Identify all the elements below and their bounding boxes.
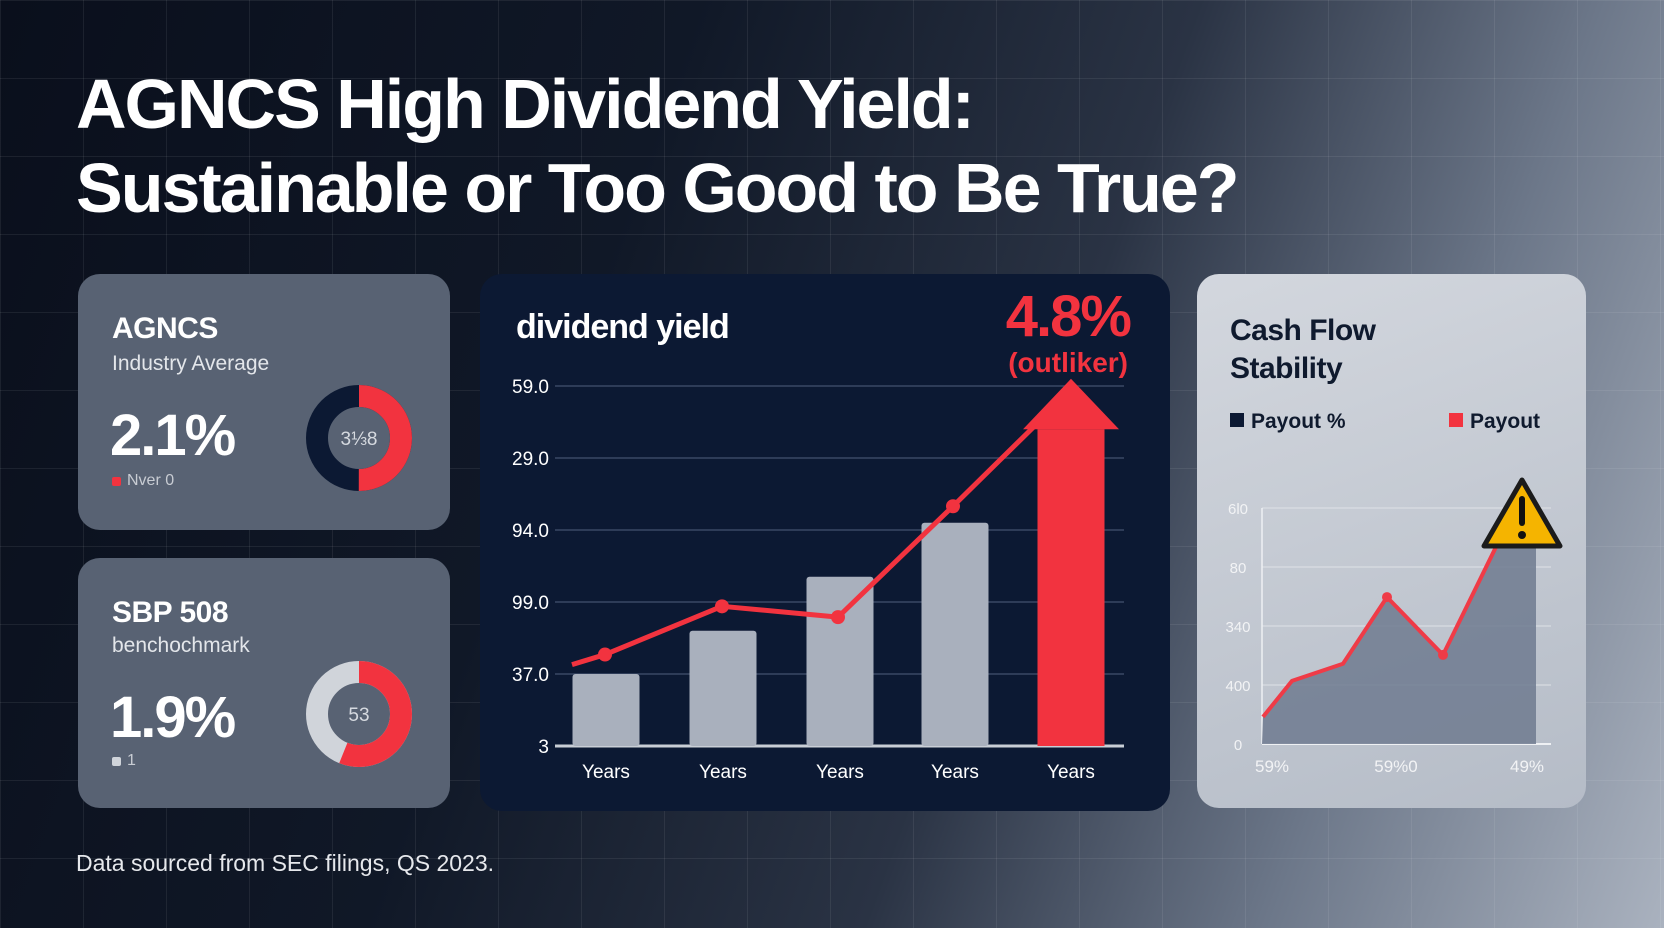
x-tick-label: Years [1047, 762, 1095, 783]
card-name: AGNCS [112, 312, 218, 345]
card-subtitle: Industry Average [112, 352, 270, 375]
y-tick-label: 80 [1230, 560, 1247, 577]
trend-point [946, 499, 960, 514]
y-tick-label: 0 [1234, 737, 1242, 754]
card-legend: 1 [112, 752, 136, 770]
donut-label: 3⅓8 [341, 429, 378, 450]
y-tick-label: 6l0 [1228, 501, 1248, 518]
area-fill [1262, 546, 1536, 744]
y-tick-label: 37.0 [512, 665, 549, 686]
payout-line [1261, 546, 1498, 719]
legend-label: Payout [1470, 410, 1540, 433]
card-value: 2.1% [110, 403, 236, 468]
warning-exclamation-bar [1519, 496, 1525, 526]
warning-exclamation-dot [1518, 531, 1526, 539]
bar [689, 630, 757, 746]
y-tick-label: 99.0 [512, 593, 549, 614]
x-tick-label: Years [699, 762, 747, 783]
title-line-1: AGNCS High Dividend Yield: [76, 65, 975, 143]
outlier-arrow-head [1023, 378, 1119, 430]
y-tick-label: 400 [1225, 678, 1250, 695]
y-tick-label: 29.0 [512, 449, 549, 470]
source-footnote: Data sourced from SEC filings, QS 2023. [76, 850, 495, 876]
payout-point [1438, 649, 1448, 660]
outlier-arrow-shaft [1037, 429, 1105, 746]
trend-point [598, 647, 612, 662]
card-legend: Nver 0 [112, 472, 174, 490]
legend-swatch [112, 476, 121, 486]
card-value: 1.9% [110, 685, 236, 750]
y-tick-label: 59.0 [512, 377, 549, 398]
card-subtitle: benchochmark [112, 634, 250, 657]
y-tick-label: 3 [538, 737, 549, 758]
legend-swatch [1230, 413, 1244, 427]
y-tick-label: 340 [1225, 619, 1250, 636]
trend-point [831, 610, 845, 625]
title-line-2: Sustainable or Too Good to Be True? [76, 149, 1240, 227]
outlier-value: 4.8% [1006, 284, 1132, 349]
x-tick-label: 59%0 [1374, 757, 1417, 776]
bar [572, 674, 640, 746]
chart-title-line-2: Stability [1230, 352, 1343, 385]
legend-label: Payout % [1251, 410, 1346, 433]
donut-label: 53 [348, 705, 369, 726]
chart-title-line-1: Cash Flow [1230, 314, 1377, 347]
donut-red-segment [306, 385, 412, 491]
x-tick-label: 49% [1510, 757, 1544, 776]
x-tick-label: 59% [1255, 757, 1289, 776]
legend-swatch [112, 756, 121, 766]
x-tick-label: Years [931, 762, 979, 783]
chart-title: dividend yield [516, 308, 729, 346]
outlier-note: (outliker) [1008, 347, 1128, 378]
bar [921, 522, 989, 746]
legend-label: Nver 0 [127, 472, 175, 489]
card-name: SBP 508 [112, 596, 229, 629]
page-title: AGNCS High Dividend Yield: Sustainable o… [76, 62, 1240, 230]
y-tick-label: 94.0 [512, 521, 549, 542]
payout-point [1382, 592, 1392, 603]
legend-label: 1 [127, 752, 136, 769]
trend-point [715, 599, 729, 614]
x-tick-label: Years [816, 762, 864, 783]
donut-red-segment [306, 661, 412, 767]
bar [806, 576, 874, 746]
x-tick-label: Years [582, 762, 630, 783]
legend-swatch [1449, 413, 1463, 427]
